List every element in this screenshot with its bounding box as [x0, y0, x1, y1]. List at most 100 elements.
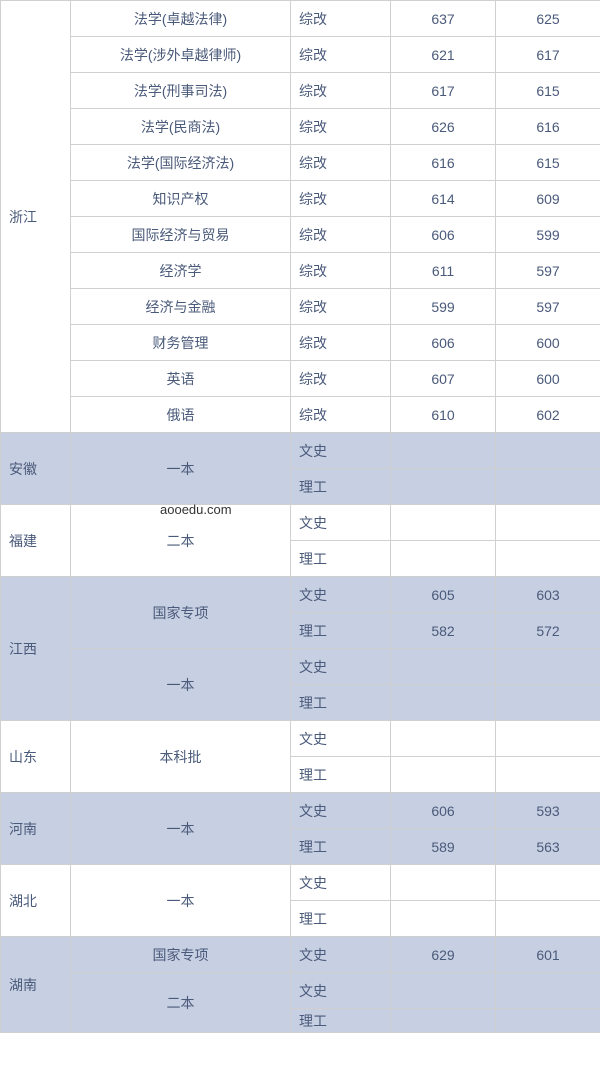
- score1-cell: [391, 469, 496, 505]
- score2-cell: [496, 469, 600, 505]
- type-cell: 理工: [291, 757, 391, 793]
- major-cell: 知识产权: [71, 181, 291, 217]
- score2-cell: [496, 757, 600, 793]
- major-cell: 财务管理: [71, 325, 291, 361]
- score1-cell: 605: [391, 577, 496, 613]
- score1-cell: 626: [391, 109, 496, 145]
- batch-cell: 国家专项: [71, 577, 291, 649]
- province-hubei: 湖北: [1, 865, 71, 937]
- type-cell: 理工: [291, 613, 391, 649]
- batch-cell: 一本: [71, 433, 291, 505]
- score2-cell: 601: [496, 937, 600, 973]
- score2-cell: 617: [496, 37, 600, 73]
- type-cell: 综改: [291, 325, 391, 361]
- score1-cell: 614: [391, 181, 496, 217]
- type-cell: 理工: [291, 685, 391, 721]
- score1-cell: [391, 649, 496, 685]
- province-zhejiang: 浙江: [1, 1, 71, 433]
- score2-cell: [496, 721, 600, 757]
- type-cell: 综改: [291, 289, 391, 325]
- province-shandong: 山东: [1, 721, 71, 793]
- score2-cell: 615: [496, 145, 600, 181]
- score1-cell: [391, 433, 496, 469]
- score1-cell: 610: [391, 397, 496, 433]
- score1-cell: 616: [391, 145, 496, 181]
- score1-cell: 606: [391, 217, 496, 253]
- score2-cell: 599: [496, 217, 600, 253]
- type-cell: 综改: [291, 217, 391, 253]
- score2-cell: [496, 541, 600, 577]
- score2-cell: [496, 685, 600, 721]
- score2-cell: 563: [496, 829, 600, 865]
- score2-cell: [496, 649, 600, 685]
- province-hunan: 湖南: [1, 937, 71, 1033]
- province-henan: 河南: [1, 793, 71, 865]
- score2-cell: 597: [496, 289, 600, 325]
- admission-score-table: 浙江 法学(卓越法律) 综改 637 625 法学(涉外卓越律师) 综改 621…: [0, 0, 600, 1033]
- score2-cell: [496, 505, 600, 541]
- type-cell: 文史: [291, 793, 391, 829]
- batch-cell: 一本: [71, 649, 291, 721]
- score1-cell: [391, 901, 496, 937]
- major-cell: 法学(卓越法律): [71, 1, 291, 37]
- batch-cell: 本科批: [71, 721, 291, 793]
- type-cell: 综改: [291, 181, 391, 217]
- score1-cell: 599: [391, 289, 496, 325]
- type-cell: 理工: [291, 469, 391, 505]
- score1-cell: 629: [391, 937, 496, 973]
- score2-cell: [496, 865, 600, 901]
- score2-cell: [496, 973, 600, 1009]
- type-cell: 综改: [291, 253, 391, 289]
- score1-cell: 606: [391, 793, 496, 829]
- score2-cell: 625: [496, 1, 600, 37]
- type-cell: 文史: [291, 505, 391, 541]
- major-cell: 国际经济与贸易: [71, 217, 291, 253]
- score2-cell: 602: [496, 397, 600, 433]
- score2-cell: 600: [496, 325, 600, 361]
- province-fujian: 福建: [1, 505, 71, 577]
- major-cell: 法学(涉外卓越律师): [71, 37, 291, 73]
- score1-cell: 607: [391, 361, 496, 397]
- major-cell: 法学(刑事司法): [71, 73, 291, 109]
- score1-cell: [391, 865, 496, 901]
- type-cell: 理工: [291, 541, 391, 577]
- major-cell: 法学(国际经济法): [71, 145, 291, 181]
- score1-cell: 606: [391, 325, 496, 361]
- score2-cell: [496, 1009, 600, 1033]
- score1-cell: 621: [391, 37, 496, 73]
- batch-cell: 二本: [71, 973, 291, 1033]
- score2-cell: 603: [496, 577, 600, 613]
- score2-cell: [496, 433, 600, 469]
- type-cell: 文史: [291, 721, 391, 757]
- major-cell: 英语: [71, 361, 291, 397]
- score2-cell: 615: [496, 73, 600, 109]
- province-jiangxi: 江西: [1, 577, 71, 721]
- score1-cell: 589: [391, 829, 496, 865]
- batch-cell: 二本: [71, 505, 291, 577]
- type-cell: 文史: [291, 649, 391, 685]
- score1-cell: [391, 973, 496, 1009]
- type-cell: 综改: [291, 397, 391, 433]
- type-cell: 综改: [291, 73, 391, 109]
- score2-cell: 609: [496, 181, 600, 217]
- major-cell: 经济与金融: [71, 289, 291, 325]
- type-cell: 理工: [291, 1009, 391, 1033]
- batch-cell: 一本: [71, 865, 291, 937]
- score1-cell: 582: [391, 613, 496, 649]
- score2-cell: 597: [496, 253, 600, 289]
- batch-cell: 一本: [71, 793, 291, 865]
- score1-cell: [391, 1009, 496, 1033]
- type-cell: 综改: [291, 109, 391, 145]
- score1-cell: 617: [391, 73, 496, 109]
- batch-cell: 国家专项: [71, 937, 291, 973]
- type-cell: 综改: [291, 37, 391, 73]
- score1-cell: [391, 757, 496, 793]
- type-cell: 综改: [291, 145, 391, 181]
- score1-cell: [391, 541, 496, 577]
- score1-cell: 611: [391, 253, 496, 289]
- type-cell: 综改: [291, 1, 391, 37]
- score1-cell: 637: [391, 1, 496, 37]
- score2-cell: 572: [496, 613, 600, 649]
- type-cell: 理工: [291, 829, 391, 865]
- type-cell: 文史: [291, 433, 391, 469]
